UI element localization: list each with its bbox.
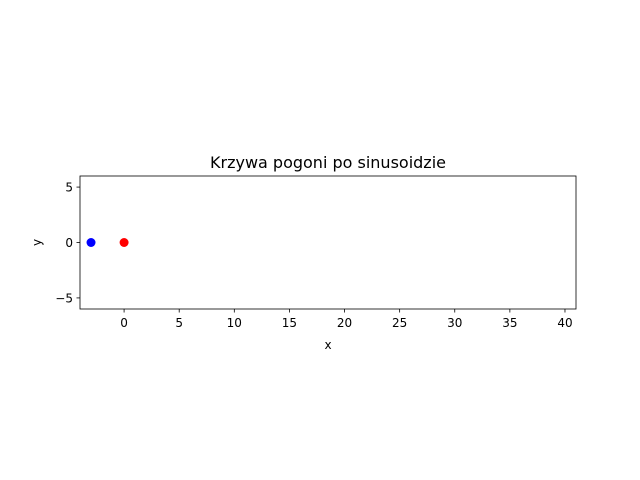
y-tick-label: 5 (65, 181, 73, 195)
x-tick-label: 15 (282, 316, 297, 330)
x-tick-label: 35 (502, 316, 517, 330)
y-axis: −5 0 5 (55, 181, 80, 305)
data-points (86, 238, 129, 247)
x-axis: 0 5 10 15 20 25 30 35 40 (120, 309, 573, 330)
x-tick-label: 20 (337, 316, 352, 330)
x-axis-label: x (324, 338, 331, 352)
x-tick-label: 25 (392, 316, 407, 330)
plot-area (79, 175, 577, 310)
x-tick-label: 0 (120, 316, 128, 330)
x-tick-label: 10 (227, 316, 242, 330)
y-tick-label: 0 (65, 236, 73, 250)
series-0-point (86, 238, 96, 247)
y-tick-label: −5 (55, 291, 73, 305)
y-axis-label: y (30, 239, 44, 246)
series-1-point (119, 238, 129, 247)
axes-frame (79, 175, 577, 310)
x-tick-label: 40 (557, 316, 572, 330)
chart-title: Krzywa pogoni po sinusoidzie (210, 153, 446, 172)
x-tick-label: 30 (447, 316, 462, 330)
x-tick-label: 5 (175, 316, 183, 330)
